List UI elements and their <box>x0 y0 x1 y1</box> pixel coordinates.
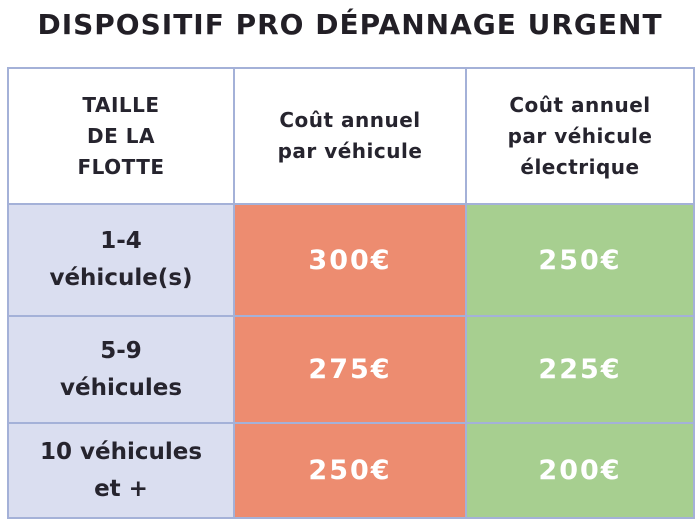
fleet-size-cell: 5-9 véhicules <box>7 315 235 424</box>
pricing-table: TAILLE DE LA FLOTTE Coût annuel par véhi… <box>7 67 695 519</box>
annual-cost-electric-cell: 200€ <box>465 422 695 519</box>
annual-cost-electric-cell: 250€ <box>465 203 695 317</box>
annual-cost-electric-value: 200€ <box>538 455 622 486</box>
header-cell-annual-cost-electric: Coût annuel par véhicule électrique <box>465 67 695 205</box>
annual-cost-value: 275€ <box>308 354 392 385</box>
header-label-fleet-size: TAILLE DE LA FLOTTE <box>77 92 165 179</box>
table-row: 5-9 véhicules 275€ 225€ <box>7 315 695 424</box>
annual-cost-value: 300€ <box>308 244 392 276</box>
table-row: 10 véhicules et + 250€ 200€ <box>7 422 695 519</box>
annual-cost-cell: 300€ <box>233 203 467 317</box>
fleet-size-label: 1-4 véhicule(s) <box>49 228 193 291</box>
fleet-size-cell: 10 véhicules et + <box>7 422 235 519</box>
page-title: DISPOSITIF PRO DÉPANNAGE URGENT <box>37 8 663 41</box>
fleet-size-label: 10 véhicules et + <box>39 438 203 502</box>
annual-cost-cell: 275€ <box>233 315 467 424</box>
fleet-size-label: 5-9 véhicules <box>59 337 183 401</box>
header-cell-fleet-size: TAILLE DE LA FLOTTE <box>7 67 235 205</box>
annual-cost-value: 250€ <box>308 455 392 486</box>
annual-cost-electric-cell: 225€ <box>465 315 695 424</box>
fleet-size-cell: 1-4 véhicule(s) <box>7 203 235 317</box>
header-label-annual-cost: Coût annuel par véhicule <box>277 108 423 163</box>
annual-cost-electric-value: 225€ <box>538 354 622 385</box>
table-row: 1-4 véhicule(s) 300€ 250€ <box>7 203 695 317</box>
annual-cost-cell: 250€ <box>233 422 467 519</box>
header-cell-annual-cost: Coût annuel par véhicule <box>233 67 467 205</box>
annual-cost-electric-value: 250€ <box>538 244 622 276</box>
table-header-row: TAILLE DE LA FLOTTE Coût annuel par véhi… <box>7 67 695 205</box>
header-label-annual-cost-electric: Coût annuel par véhicule électrique <box>507 92 653 179</box>
